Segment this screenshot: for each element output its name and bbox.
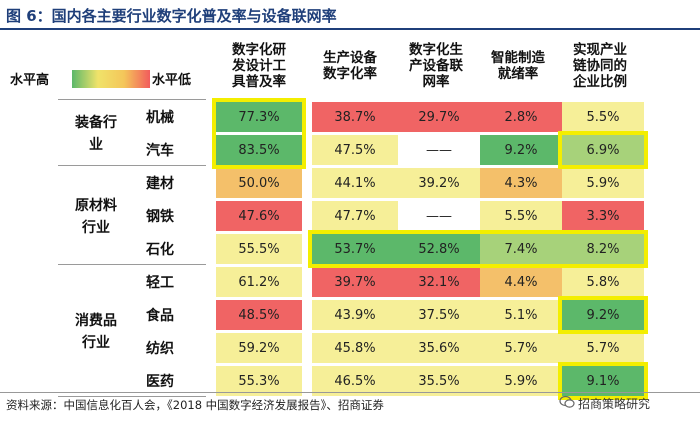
- bottom-rule: [0, 392, 700, 393]
- row-label: 轻工: [146, 275, 174, 291]
- heatmap-cell: 77.3%: [216, 102, 302, 132]
- heatmap-cell: 83.5%: [216, 135, 302, 165]
- heatmap-cell: 2.8%: [480, 102, 562, 132]
- column-header: 生产设备 数字化率: [302, 33, 398, 99]
- heatmap-cell: 4.4%: [480, 267, 562, 297]
- column-header: 智能制造 就绪率: [470, 33, 566, 99]
- column-header-line: 智能制造: [491, 50, 545, 66]
- heatmap-cell: 52.8%: [398, 234, 480, 264]
- heatmap-cell: ——: [398, 135, 480, 165]
- column-header-line: 数字化研: [232, 42, 286, 58]
- group-label: 原材料 行业: [58, 167, 134, 266]
- group-label: 消费品 行业: [58, 266, 134, 398]
- heatmap-cell: 50.0%: [216, 168, 302, 198]
- group-separator: [58, 165, 206, 166]
- row-label: 钢铁: [146, 209, 174, 225]
- heatmap-cell: 39.2%: [398, 168, 480, 198]
- heatmap-cell: 37.5%: [398, 300, 480, 330]
- heatmap-cell: ——: [398, 201, 480, 231]
- heatmap-cell: 48.5%: [216, 300, 302, 330]
- watermark-text: 招商策略研究: [578, 397, 651, 411]
- group-label-line: 行业: [82, 335, 110, 351]
- row-label: 医药: [146, 374, 174, 390]
- group-separator: [58, 99, 206, 100]
- row-label: 纺织: [146, 341, 174, 357]
- heatmap-cell: 59.2%: [216, 333, 302, 363]
- heatmap-cell: 35.6%: [398, 333, 480, 363]
- heatmap-cell: 5.8%: [562, 267, 644, 297]
- heatmap-cell: 5.1%: [480, 300, 562, 330]
- group-label-line: 业: [89, 137, 103, 153]
- heatmap-cell: 32.1%: [398, 267, 480, 297]
- heatmap-cell: 35.5%: [398, 366, 480, 396]
- heatmap-cell: 45.8%: [312, 333, 398, 363]
- source-note: 资料来源：中国信息化百人会，《2018 中国数字经济发展报告》、招商证券: [6, 398, 384, 412]
- group-label-line: 装备行: [75, 115, 117, 131]
- group-separator: [58, 396, 206, 397]
- figure-title-bar: 图 6：国内各主要行业数字化普及率与设备联网率: [0, 0, 700, 30]
- column-header: 实现产业 链协同的 企业比例: [552, 33, 648, 99]
- heatmap-cell: 47.6%: [216, 201, 302, 231]
- heatmap-cell: 38.7%: [312, 102, 398, 132]
- heatmap-cell: 7.4%: [480, 234, 562, 264]
- heatmap-cell: 47.5%: [312, 135, 398, 165]
- legend-high-label: 水平高: [10, 73, 50, 88]
- heatmap-cell: 47.7%: [312, 201, 398, 231]
- column-header-line: 链协同的: [573, 58, 627, 74]
- group-label: 装备行业: [58, 101, 134, 167]
- heatmap-cell: 8.2%: [562, 234, 644, 264]
- heatmap-cell: 61.2%: [216, 267, 302, 297]
- heatmap-cell: 5.9%: [480, 366, 562, 396]
- row-label: 汽车: [146, 143, 174, 159]
- column-header-line: 数字化率: [323, 66, 377, 82]
- title-underline: [0, 28, 700, 30]
- column-header: 数字化生 产设备联 网率: [388, 33, 484, 99]
- heatmap-cell: 5.5%: [562, 102, 644, 132]
- column-header-line: 具普及率: [232, 74, 286, 90]
- row-label: 机械: [146, 110, 174, 126]
- column-header-line: 网率: [422, 74, 450, 90]
- heatmap-cell: 55.3%: [216, 366, 302, 396]
- legend-gradient-bar: [72, 70, 150, 88]
- heatmap-cell: 4.3%: [480, 168, 562, 198]
- column-header-line: 就绪率: [497, 66, 539, 82]
- row-label: 食品: [146, 308, 174, 324]
- heatmap-cell: 6.9%: [562, 135, 644, 165]
- column-header-line: 企业比例: [573, 74, 627, 90]
- wechat-icon: [559, 395, 575, 408]
- heatmap-cell: 43.9%: [312, 300, 398, 330]
- heatmap-cell: 44.1%: [312, 168, 398, 198]
- column-header: 数字化研 发设计工 具普及率: [211, 33, 307, 99]
- heatmap-cell: 46.5%: [312, 366, 398, 396]
- heatmap-cell: 5.5%: [480, 201, 562, 231]
- group-label-line: 原材料: [75, 197, 117, 214]
- heatmap-cell: 5.7%: [480, 333, 562, 363]
- figure-title: 图 6：国内各主要行业数字化普及率与设备联网率: [6, 7, 337, 25]
- heatmap-cell: 29.7%: [398, 102, 480, 132]
- column-header-line: 实现产业: [573, 42, 627, 58]
- column-header-line: 数字化生: [409, 42, 463, 58]
- group-label-line: 消费品: [75, 313, 117, 329]
- heatmap-cell: 9.1%: [562, 366, 644, 396]
- group-separator: [58, 264, 206, 265]
- column-header-line: 生产设备: [323, 50, 377, 66]
- row-label: 石化: [146, 242, 174, 258]
- row-label: 建材: [146, 176, 174, 192]
- heatmap-cell: 9.2%: [562, 300, 644, 330]
- column-header-line: 发设计工: [232, 58, 286, 74]
- heatmap-cell: 5.9%: [562, 168, 644, 198]
- heatmap-cell: 9.2%: [480, 135, 562, 165]
- column-header-line: 产设备联: [409, 58, 463, 74]
- heatmap-cell: 3.3%: [562, 201, 644, 231]
- group-label-line: 行业: [82, 219, 110, 236]
- heatmap-cell: 55.5%: [216, 234, 302, 264]
- legend-low-label: 水平低: [152, 73, 192, 88]
- heatmap-cell: 39.7%: [312, 267, 398, 297]
- heatmap-cell: 53.7%: [312, 234, 398, 264]
- heatmap-cell: 5.7%: [562, 333, 644, 363]
